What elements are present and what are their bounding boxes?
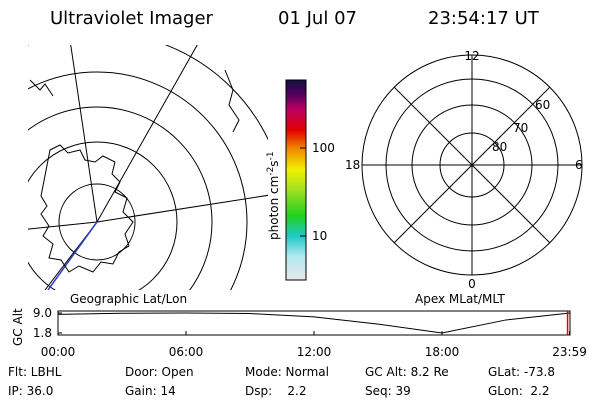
x-tick-label: 12:00 [297, 345, 332, 359]
instrument-title: Ultraviolet Imager [50, 8, 214, 29]
mlat-label: 80 [492, 140, 507, 154]
altitude-curve [57, 312, 571, 334]
mlt-label: 0 [468, 277, 476, 291]
colorbar-label-main: photon cm [267, 176, 281, 240]
x-tick-label: 18:00 [425, 345, 460, 359]
colorbar-tick-label: 100 [312, 141, 335, 155]
x-tick-label: 00:00 [41, 345, 76, 359]
altitude-ylabel: GC Alt [11, 308, 25, 346]
info-field: Gain: 14 [125, 384, 176, 398]
colorbar [285, 79, 307, 281]
mlt-label: 18 [345, 158, 360, 172]
info-field: IP: 36.0 [8, 384, 53, 398]
colorbar-label-exp: -1 [266, 151, 276, 160]
colorbar-label-exp: -2 [266, 167, 276, 176]
mlat-label: 70 [513, 121, 528, 135]
info-field: Mode: Normal [245, 365, 329, 379]
date: 01 Jul 07 [278, 8, 357, 29]
panel-title: Apex MLat/MLT [415, 292, 505, 306]
polar-grid [361, 54, 583, 276]
info-field: GLon: 2.2 [488, 384, 549, 398]
mlt-label: 6 [575, 158, 583, 172]
time: 23:54:17 UT [428, 8, 540, 29]
info-field: Seq: 39 [365, 384, 411, 398]
y-tick-label: 9.0 [33, 306, 52, 320]
geo-map [28, 45, 268, 290]
colorbar-label: photon cm-2s-1 [266, 151, 281, 240]
colorbar-tick-label: 10 [312, 229, 327, 243]
mlt-label: 12 [464, 49, 479, 63]
info-field: Flt: LBHL [8, 365, 62, 379]
info-field: Door: Open [125, 365, 194, 379]
panel-title: Geographic Lat/Lon [70, 292, 187, 306]
y-tick-label: 1.8 [33, 326, 52, 340]
x-tick-label: 23:59 [552, 345, 587, 359]
colorbar-label-s: s [267, 160, 281, 166]
info-field: GC Alt: 8.2 Re [365, 365, 449, 379]
info-field: Dsp: 2.2 [245, 384, 307, 398]
x-tick-label: 06:00 [169, 345, 204, 359]
info-field: GLat: -73.8 [488, 365, 555, 379]
mlat-label: 60 [535, 98, 550, 112]
